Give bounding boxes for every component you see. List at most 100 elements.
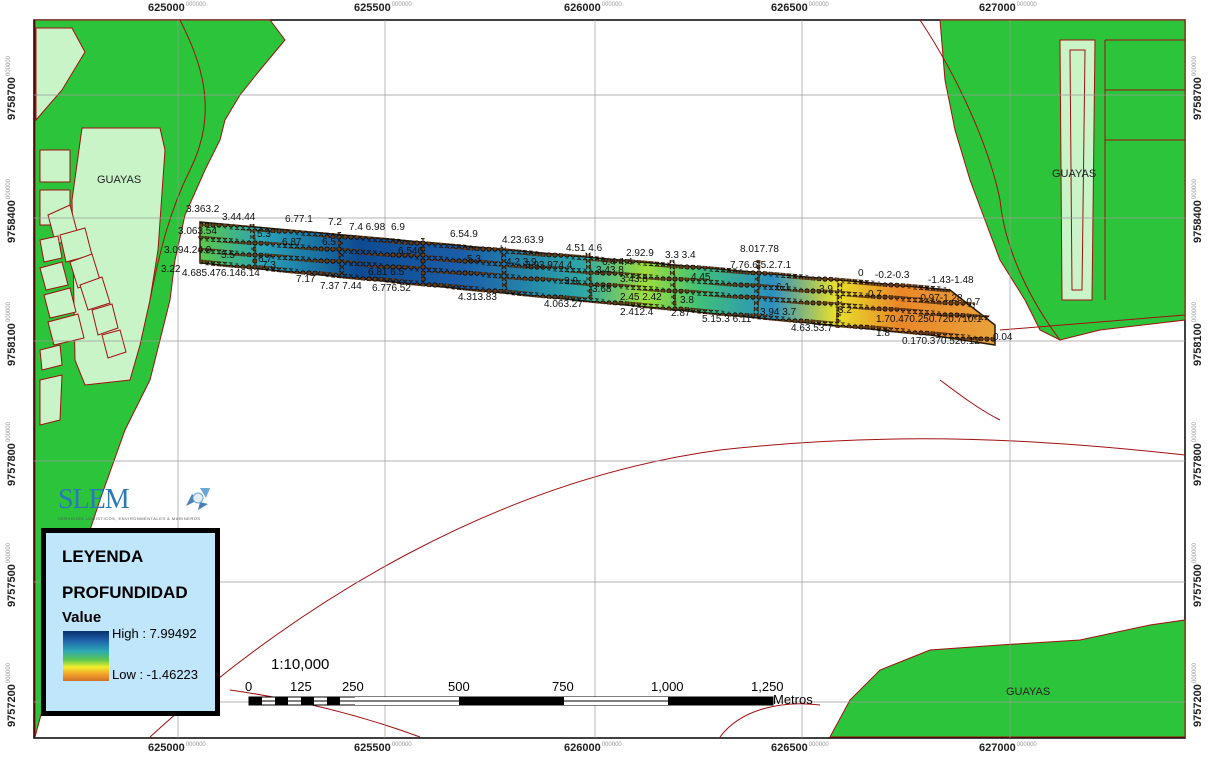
easting-label-bottom: 627000000000 — [979, 742, 1037, 754]
depth-label: 6.77.1 — [285, 214, 313, 225]
depth-label: 3.363.2 — [186, 204, 220, 215]
easting-label-bottom: 626000000000 — [564, 742, 622, 754]
depth-label: -0.2-0.3 — [875, 270, 910, 281]
depth-label: 5.15.3 6.11 — [702, 314, 752, 325]
slem-logo: SLEM SERVICIOS LOGISTICOS, ENVIRONMENTAL… — [54, 482, 220, 526]
easting-label-top: 625000000000 — [148, 2, 206, 14]
northing-label-left: 9757800000000 — [6, 422, 18, 486]
depth-label: 3.8 — [680, 295, 694, 306]
logo-tagline: SERVICIOS LOGISTICOS, ENVIRONMENTALES & … — [58, 516, 201, 521]
depth-label: 3.2 — [838, 305, 852, 316]
river-line — [149, 438, 1186, 738]
depth-label: 2.87 — [671, 308, 691, 319]
depth-label: 0.170.370.520.12 — [902, 336, 980, 347]
bottom-landmass — [829, 619, 1186, 738]
depth-label: 4.2 3.9 — [506, 257, 537, 268]
depth-label: 3.93.974.4 — [525, 260, 573, 271]
depth-label: 0.7 — [868, 289, 882, 300]
northing-label-right: 9758100000000 — [1192, 302, 1204, 366]
scale-unit: Metros — [773, 692, 813, 707]
depth-label: 3.063.54 — [178, 226, 217, 237]
easting-label-bottom: 625000000000 — [148, 742, 206, 754]
legend-value-label: Value — [62, 609, 102, 626]
depth-label: 3.22 — [161, 264, 181, 275]
depth-label: 4.23.63.9 — [502, 235, 544, 246]
depth-label: 1.70.470.250.720.710.1 — [876, 314, 982, 325]
scale-tick-label: 500 — [448, 679, 470, 694]
easting-label-top: 626500000000 — [771, 2, 829, 14]
depth-label: -0.97-1.28 — [917, 293, 963, 304]
legend-title: LEYENDA — [62, 547, 144, 566]
depth-label: 7.37 7.44 — [320, 281, 362, 292]
depth-label: 5.5 — [221, 250, 235, 261]
scale-tick-label: 750 — [552, 679, 574, 694]
depth-label: 3.94 3.7 — [760, 307, 797, 318]
depth-label: 6.5 — [322, 237, 336, 248]
left-landmass — [34, 19, 286, 738]
depth-label: 6.776.52 — [372, 283, 411, 294]
depth-label: 7.2 — [328, 217, 342, 228]
depth-labels: 3.363.23.44.44 6.77.1 7.2 7.4 6.98 6.9 3.063.… — [161, 204, 1013, 347]
easting-label-top: 625500000000 — [354, 2, 412, 14]
northing-label-left: 9758100000000 — [6, 302, 18, 366]
depth-label: 4.313.83 — [458, 292, 497, 303]
easting-label-top: 627000000000 — [979, 2, 1037, 14]
right-landmass — [919, 19, 1186, 341]
depth-label: 4.45 — [691, 272, 711, 283]
northing-label-left: 9758700000000 — [6, 56, 18, 120]
place-label-guayas-west: GUAYAS — [97, 174, 142, 186]
depth-label: 3.44.44 — [222, 212, 256, 223]
scale-tick-label: 0 — [245, 679, 253, 694]
easting-label-bottom: 625500000000 — [354, 742, 412, 754]
depth-label: 2.45 2.42 — [620, 292, 662, 303]
depth-label: 6.7 — [258, 254, 272, 265]
depth-label: 2.412.4 — [620, 307, 654, 318]
depth-label: 3.68 — [592, 284, 612, 295]
depth-label: 6.87 — [282, 237, 302, 248]
depth-label: 6.546 — [398, 246, 423, 257]
survey-tracks — [197, 221, 996, 343]
depth-label: 4.63.53.7 — [791, 323, 833, 334]
depth-label: 4.51 4.6 — [566, 243, 603, 254]
northing-label-left: 9757200000000 — [6, 663, 18, 727]
depth-label: 6.1 — [776, 282, 790, 293]
legend-color-ramp — [63, 631, 109, 681]
depth-label: 3.9 — [564, 276, 578, 287]
scale-bar — [248, 696, 774, 706]
legend-high-label: High : 7.99492 — [112, 626, 197, 641]
northing-label-right: 9757800000000 — [1192, 422, 1204, 486]
easting-label-top: 626000000000 — [564, 2, 622, 14]
depth-label: 8.017.78 — [740, 244, 779, 255]
depth-label: 3.43.8 — [596, 265, 624, 276]
place-label-guayas-east: GUAYAS — [1052, 168, 1097, 180]
easting-label-bottom: 626500000000 — [771, 742, 829, 754]
scale-tick-label: 1,000 — [651, 679, 684, 694]
depth-label: -0.7 — [963, 297, 981, 308]
northing-label-right: 9758400000000 — [1192, 179, 1204, 243]
scale-ratio: 1:10,000 — [271, 656, 330, 673]
depth-label: 3.9 — [819, 284, 833, 295]
depth-label: 4.685.476.146.14 — [182, 268, 260, 279]
depth-label: 7.17 — [296, 274, 316, 285]
map-legend: LEYENDA PROFUNDIDAD Value High : 7.99492… — [41, 528, 220, 716]
legend-low-label: Low : -1.46223 — [112, 667, 199, 682]
depth-label: 2.92.9 — [626, 248, 654, 259]
scale-tick-label: 125 — [290, 679, 312, 694]
depth-label: 6.54.9 — [450, 229, 478, 240]
place-label-guayas-south: GUAYAS — [1006, 686, 1051, 698]
scale-tick-label: 250 — [342, 679, 364, 694]
depth-label: 3.3 3.4 — [665, 250, 696, 261]
depth-label: 5.3 — [257, 229, 271, 240]
legend-subtitle: PROFUNDIDAD — [62, 583, 188, 602]
northing-label-right: 9757200000000 — [1192, 663, 1204, 727]
depth-label: 6.81 6.5 — [368, 267, 405, 278]
recycle-icon — [186, 488, 210, 510]
depth-label: 3.43.8 — [620, 274, 648, 285]
depth-label: 0.04 — [993, 332, 1013, 343]
depth-label: 5.3 — [467, 254, 481, 265]
depth-label: 7.4 6.98 — [349, 222, 386, 233]
depth-label: 7.3 — [262, 260, 276, 271]
depth-label: -1.43-1.48 — [928, 275, 974, 286]
depth-label: 1.8 — [876, 328, 890, 339]
depth-label: 6.9 — [391, 222, 405, 233]
